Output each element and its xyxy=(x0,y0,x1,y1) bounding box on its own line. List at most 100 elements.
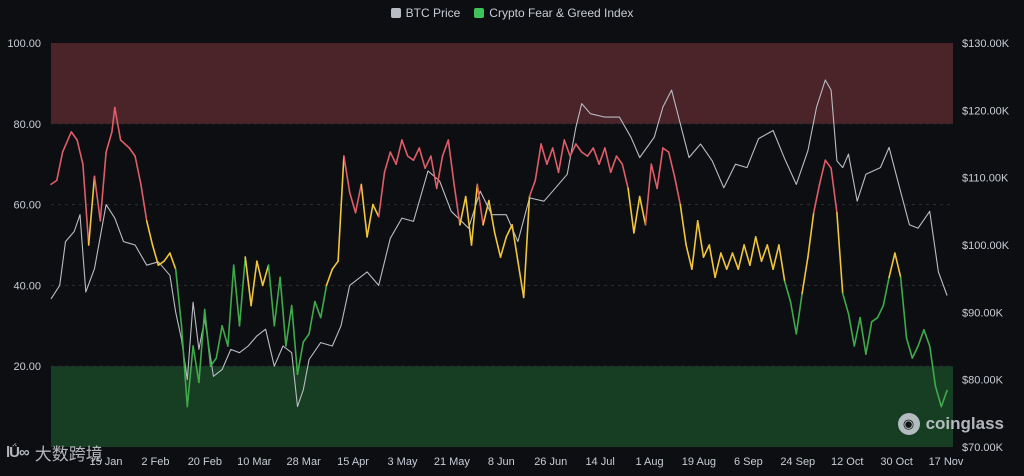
fear-greed-segment xyxy=(157,260,165,267)
fear-greed-segment xyxy=(134,155,142,186)
fear-greed-segment xyxy=(114,106,122,141)
fear-greed-index-line xyxy=(50,106,948,408)
fear-greed-segment xyxy=(621,163,629,190)
fear-greed-segment xyxy=(435,155,444,190)
fear-greed-segment xyxy=(685,244,693,271)
legend-item[interactable]: Crypto Fear & Greed Index xyxy=(474,6,633,20)
fear-greed-segment xyxy=(673,175,682,206)
fear-greed-segment xyxy=(546,147,554,165)
x-axis-tick-label: 19 Aug xyxy=(682,456,716,468)
fear-greed-segment xyxy=(163,252,171,263)
fear-greed-segment xyxy=(50,179,58,186)
fear-greed-segment xyxy=(279,276,287,347)
fear-greed-segment xyxy=(633,195,641,234)
fear-greed-segment xyxy=(476,183,484,226)
fear-greed-segment xyxy=(488,199,496,234)
fear-greed-segment xyxy=(627,187,635,234)
fear-greed-segment xyxy=(667,151,676,178)
fear-greed-segment xyxy=(337,155,345,263)
fear-greed-segment xyxy=(256,260,264,287)
fear-zone-band xyxy=(51,366,953,447)
fear-greed-segment xyxy=(679,203,687,246)
fear-greed-segment xyxy=(470,183,479,246)
fear-greed-segment xyxy=(93,175,102,222)
fear-greed-segment xyxy=(308,300,316,335)
fear-greed-segment xyxy=(749,236,757,267)
fear-greed-segment xyxy=(662,147,670,153)
fear-greed-segment xyxy=(569,143,577,157)
fear-greed-segment xyxy=(302,333,310,343)
fear-greed-segment xyxy=(111,106,116,133)
fear-greed-segment xyxy=(691,220,699,271)
fear-greed-segment xyxy=(702,244,711,258)
fear-greed-segment xyxy=(406,155,415,161)
fear-greed-segment xyxy=(743,244,751,267)
fear-greed-segment xyxy=(725,252,734,271)
x-axis-tick-label: 8 Jun xyxy=(488,456,515,468)
fear-greed-segment xyxy=(296,341,305,376)
fear-greed-segment xyxy=(772,244,780,271)
x-axis-tick-label: 24 Sep xyxy=(780,456,815,468)
fear-greed-segment xyxy=(261,264,270,287)
legend-label: Crypto Fear & Greed Index xyxy=(489,6,634,20)
fear-greed-segment xyxy=(389,151,397,165)
fear-greed-segment xyxy=(923,328,931,347)
fear-greed-segment xyxy=(493,232,502,258)
fear-greed-segment xyxy=(447,139,455,186)
fear-greed-segment xyxy=(818,159,827,186)
x-axis-tick-label: 2 Feb xyxy=(141,456,169,468)
fear-greed-segment xyxy=(882,276,890,307)
fear-greed-segment xyxy=(505,224,513,238)
right-axis-tick-label: $80.00K xyxy=(962,375,1004,387)
fear-greed-segment xyxy=(801,256,809,295)
fear-greed-segment xyxy=(331,260,339,271)
fear-greed-segment xyxy=(99,151,107,222)
fear-greed-segment xyxy=(464,195,473,246)
fear-greed-segment xyxy=(917,328,925,347)
fear-greed-segment xyxy=(876,304,885,319)
fear-greed-segment xyxy=(401,139,409,157)
fear-greed-segment xyxy=(285,304,293,347)
fear-greed-segment xyxy=(395,139,403,165)
fear-greed-segment xyxy=(911,345,919,359)
fear-greed-segment xyxy=(140,183,148,222)
fear-greed-segment xyxy=(528,179,537,198)
fear-greed-segment xyxy=(789,300,798,335)
fear-greed-segment xyxy=(940,389,948,408)
right-axis-tick-label: $120.00K xyxy=(962,105,1010,117)
fear-greed-segment xyxy=(847,312,856,347)
fear-greed-segment xyxy=(836,211,844,295)
fear-greed-segment xyxy=(580,151,589,157)
fear-greed-segment xyxy=(656,147,664,190)
fear-greed-segment xyxy=(267,264,276,327)
fear-greed-segment xyxy=(859,316,867,355)
fear-greed-segment xyxy=(151,244,160,267)
x-axis-tick-label: 20 Feb xyxy=(188,456,222,468)
watermark-text: coinglass xyxy=(925,414,1004,433)
fear-greed-segment xyxy=(557,139,566,174)
fear-greed-segment xyxy=(314,300,322,319)
fear-greed-segment xyxy=(766,244,774,271)
fear-greed-segment xyxy=(563,139,571,157)
legend-label: BTC Price xyxy=(405,6,461,20)
x-axis-tick-label: 10 Mar xyxy=(237,456,272,468)
fear-greed-segment xyxy=(540,143,548,165)
fear-greed-segment xyxy=(737,244,745,271)
left-axis-tick-label: 100.00 xyxy=(7,38,41,50)
fear-greed-segment xyxy=(592,147,600,165)
fear-greed-segment xyxy=(319,284,328,319)
fear-greed-segment xyxy=(696,220,705,258)
fear-greed-segment xyxy=(76,139,84,165)
legend-item[interactable]: BTC Price xyxy=(390,6,461,20)
x-axis-tick-label: 12 Oct xyxy=(831,456,863,468)
fear-greed-segment xyxy=(905,337,914,359)
left-axis-tick-label: 60.00 xyxy=(13,200,41,212)
fear-greed-segment xyxy=(383,151,392,174)
fear-greed-segment xyxy=(604,147,612,174)
fear-greed-segment xyxy=(575,143,583,153)
fear-greed-segment xyxy=(418,147,426,169)
fear-greed-segment xyxy=(899,276,908,339)
fear-greed-segment xyxy=(250,260,258,307)
fear-greed-segment xyxy=(430,155,438,190)
chart-legend[interactable]: BTC Price Crypto Fear & Greed Index xyxy=(0,6,1024,20)
